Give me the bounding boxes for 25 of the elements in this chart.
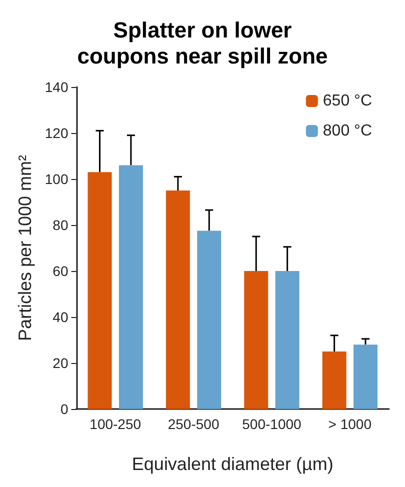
y-tick-label: 140: [44, 79, 68, 95]
bar: [244, 271, 268, 409]
y-tick-label: 0: [60, 401, 68, 417]
legend-label: 800 °C: [322, 122, 372, 140]
y-tick-label: 80: [52, 217, 68, 233]
bar: [88, 172, 112, 409]
legend-label: 650 °C: [322, 92, 372, 110]
y-axis-title: Particles per 1000 mm²: [15, 154, 35, 342]
y-tick-label: 100: [44, 171, 68, 187]
x-axis-title: Equivalent diameter (µm): [132, 454, 334, 474]
bar: [197, 230, 222, 409]
x-tick-label: 500-1000: [242, 416, 302, 432]
x-tick-label: > 1000: [328, 416, 372, 432]
bar: [354, 344, 378, 409]
y-tick-label: 40: [52, 309, 68, 325]
chart-title: Splatter on lower coupons near spill zone: [77, 18, 328, 68]
y-tick-label: 120: [44, 125, 68, 141]
y-tick-label: 20: [52, 355, 68, 371]
x-tick-label: 250-500: [168, 416, 220, 432]
x-tick-label: 100-250: [90, 416, 142, 432]
bar: [118, 165, 143, 409]
bar: [275, 271, 300, 409]
bar: [322, 352, 346, 409]
y-tick-label: 60: [52, 263, 68, 279]
bar: [166, 190, 190, 409]
